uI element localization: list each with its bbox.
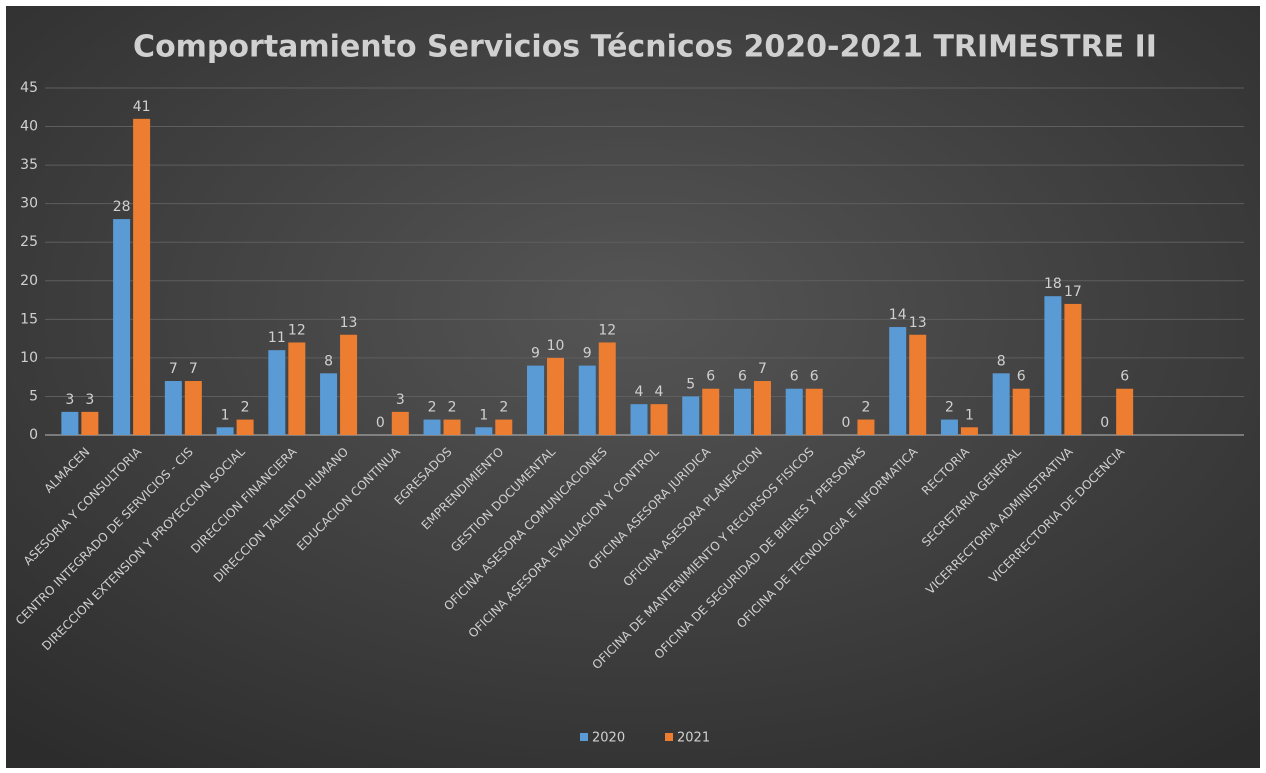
bar: [753, 381, 771, 435]
value-label: 2: [499, 400, 508, 416]
bar: [650, 404, 668, 435]
bar: [133, 118, 151, 435]
value-label: 2: [448, 400, 457, 416]
bar: [940, 419, 958, 435]
bar: [1116, 388, 1134, 435]
value-label: 12: [288, 322, 306, 338]
value-label: 6: [706, 369, 715, 385]
value-label: 0: [376, 415, 385, 431]
chart-title: Comportamiento Servicios Técnicos 2020-2…: [133, 30, 1157, 65]
bar: [1044, 296, 1062, 435]
value-label: 2: [428, 400, 437, 416]
bar: [216, 427, 234, 435]
y-tick-label: 15: [20, 311, 38, 327]
bar: [630, 404, 648, 435]
value-label: 6: [1120, 369, 1129, 385]
value-label: 1: [479, 407, 488, 423]
value-label: 41: [133, 99, 151, 115]
value-label: 0: [1100, 415, 1109, 431]
y-tick-label: 30: [20, 196, 38, 212]
bar: [682, 396, 700, 435]
value-label: 1: [965, 407, 974, 423]
value-label: 1: [221, 407, 230, 423]
value-label: 7: [169, 361, 178, 377]
value-label: 18: [1044, 276, 1062, 292]
y-tick-label: 20: [20, 273, 38, 289]
value-label: 3: [85, 392, 94, 408]
value-label: 9: [583, 346, 592, 362]
value-label: 10: [547, 338, 565, 354]
value-label: 17: [1064, 284, 1082, 300]
value-label: 7: [189, 361, 198, 377]
bar: [547, 357, 565, 435]
bar: [733, 388, 751, 435]
bar: [785, 388, 803, 435]
value-label: 3: [65, 392, 74, 408]
value-label: 6: [738, 369, 747, 385]
value-label: 4: [635, 384, 644, 400]
bar: [113, 219, 131, 435]
value-label: 5: [686, 376, 695, 392]
value-label: 14: [889, 307, 907, 323]
value-label: 3: [396, 392, 405, 408]
value-label: 8: [997, 353, 1006, 369]
value-label: 6: [790, 369, 799, 385]
value-label: 2: [945, 400, 954, 416]
y-tick-label: 0: [29, 427, 38, 443]
bar: [909, 334, 927, 435]
bar: [391, 411, 409, 435]
value-label: 11: [268, 330, 286, 346]
legend-label: 2021: [677, 731, 710, 746]
value-label: 9: [531, 346, 540, 362]
bar: [164, 381, 182, 435]
bar: [81, 411, 99, 435]
legend-swatch: [580, 733, 588, 741]
value-label: 13: [340, 315, 358, 331]
y-tick-label: 35: [20, 157, 38, 173]
bar: [702, 388, 720, 435]
value-label: 4: [655, 384, 664, 400]
value-label: 12: [598, 322, 616, 338]
bar: [423, 419, 441, 435]
bar: [889, 327, 907, 435]
value-label: 13: [909, 315, 927, 331]
legend-label: 2020: [592, 731, 625, 746]
bar: [527, 365, 545, 435]
bar: [340, 334, 358, 435]
y-tick-label: 25: [20, 234, 38, 250]
bar: [857, 419, 875, 435]
y-tick-label: 10: [20, 350, 38, 366]
value-label: 8: [324, 353, 333, 369]
y-tick-label: 45: [20, 80, 38, 96]
bar: [960, 427, 978, 435]
bar: [578, 365, 596, 435]
value-label: 0: [841, 415, 850, 431]
legend-swatch: [665, 733, 673, 741]
bar: [475, 427, 493, 435]
bar: [598, 342, 616, 435]
bar: [184, 381, 202, 435]
bar: [495, 419, 513, 435]
bar: [1012, 388, 1030, 435]
bar: [992, 373, 1010, 435]
value-label: 2: [861, 400, 870, 416]
bar: [288, 342, 306, 435]
bar: [805, 388, 823, 435]
bar: [268, 350, 286, 435]
y-tick-label: 40: [20, 119, 38, 135]
value-label: 7: [758, 361, 767, 377]
value-label: 2: [241, 400, 250, 416]
bar: [1064, 303, 1082, 435]
bar: [320, 373, 338, 435]
bar: [443, 419, 461, 435]
value-label: 28: [113, 199, 131, 215]
y-tick-label: 5: [29, 388, 38, 404]
value-label: 6: [1017, 369, 1026, 385]
bar: [236, 419, 254, 435]
bar: [61, 411, 79, 435]
value-label: 6: [810, 369, 819, 385]
